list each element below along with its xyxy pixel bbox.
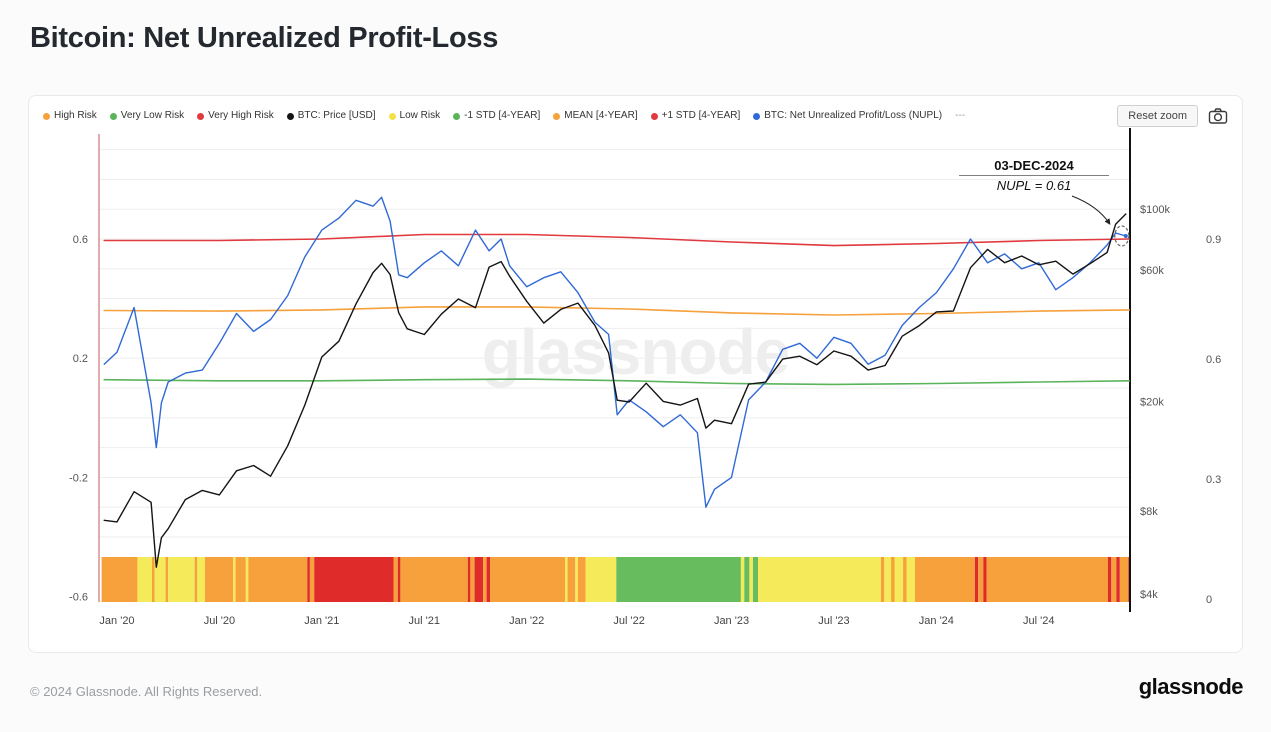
risk-axis-label: 0.6 <box>1206 354 1221 366</box>
annotation-callout: 03-DEC-2024 NUPL = 0.61 <box>959 158 1109 193</box>
legend-item-label: -1 STD [4-YEAR] <box>464 110 541 121</box>
annotation-arrow <box>1071 195 1111 225</box>
legend-item-label: High Risk <box>54 110 97 121</box>
price-axis-label: $60k <box>1140 265 1164 277</box>
page-title: Bitcoin: Net Unrealized Profit-Loss <box>30 22 499 54</box>
legend-marker-icon <box>43 112 50 120</box>
chart-plot-area[interactable]: 0.6 0.2 -0.2 -0.6 $100k $60k $20k $8k $4k 0.9 0.6 0… <box>30 122 1243 637</box>
last-nupl-point <box>1123 234 1128 238</box>
legend-item[interactable]: Very High Risk <box>197 111 274 121</box>
legend-marker-icon <box>553 112 561 120</box>
legend-item[interactable]: +1 STD [4-YEAR] <box>650 110 741 121</box>
price-axis-label: $20k <box>1140 396 1164 408</box>
legend-item[interactable]: Low Risk <box>388 110 441 121</box>
series-1-mean-4-year <box>103 306 1131 316</box>
x-axis-label: Jul '20 <box>204 615 235 627</box>
x-axis-label: Jan '22 <box>509 615 544 627</box>
screenshot-button[interactable] <box>1208 107 1228 125</box>
x-axis-label: Jan '24 <box>919 615 954 627</box>
series-3-btc-net-unrealized-profit-loss-nupl <box>103 196 1127 508</box>
x-axis-label: Jan '20 <box>99 615 134 627</box>
risk-axis-label: 0.9 <box>1206 234 1221 246</box>
price-axis-label: $100k <box>1140 204 1170 216</box>
x-axis-label: Jan '23 <box>714 615 749 627</box>
annotation-highlight-circle <box>1114 225 1130 247</box>
series-0-1-std-4-year <box>103 233 1131 247</box>
legend-item-label: BTC: Price [USD] <box>297 110 376 121</box>
chart-legend: High Risk Very Low Risk Very High Risk BTC:… <box>29 96 1242 128</box>
risk-heatmap-band <box>101 557 1131 602</box>
price-axis-label: $8k <box>1140 506 1158 518</box>
risk-axis-label: 0.3 <box>1206 474 1221 486</box>
nupl-axis-label: 0.6 <box>73 234 88 246</box>
legend-item[interactable]: MEAN [4-YEAR] <box>553 110 638 121</box>
footer-copyright: © 2024 Glassnode. All Rights Reserved. <box>30 684 263 699</box>
legend-item-label: Very Low Risk <box>120 110 185 121</box>
nupl-axis-label: -0.6 <box>69 592 88 604</box>
legend-overflow-dashes[interactable]: --- <box>955 111 965 121</box>
reset-zoom-button[interactable]: Reset zoom <box>1117 105 1198 127</box>
glassnode-logo: glassnode <box>1138 674 1244 699</box>
x-axis-label: Jan '21 <box>304 615 339 627</box>
x-axis-label: Jul '22 <box>613 615 644 627</box>
nupl-axis-label: -0.2 <box>69 472 88 484</box>
nupl-axis-label: 0.2 <box>73 353 88 365</box>
legend-marker-icon <box>753 112 761 120</box>
risk-axis-label: 0 <box>1206 594 1212 606</box>
legend-item-label: MEAN [4-YEAR] <box>564 110 638 121</box>
x-axis-label: Jul '24 <box>1023 615 1054 627</box>
legend-item-label: BTC: Net Unrealized Profit/Loss (NUPL) <box>764 110 943 121</box>
legend-item[interactable]: BTC: Price [USD] <box>286 110 376 121</box>
legend-item-label: Very High Risk <box>208 110 274 121</box>
camera-icon <box>1208 108 1228 124</box>
series-4-btc-price-usd <box>103 213 1127 568</box>
annotation-value: NUPL = 0.61 <box>996 178 1072 193</box>
annotation-date: 03-DEC-2024 <box>959 158 1109 176</box>
series-2-1-std-4-year <box>103 378 1131 386</box>
x-axis-label: Jul '23 <box>818 615 849 627</box>
legend-item[interactable]: Very Low Risk <box>109 110 185 121</box>
legend-item-label: --- <box>955 110 966 121</box>
chart-card: High Risk Very Low Risk Very High Risk BTC:… <box>28 95 1243 653</box>
legend-item[interactable]: -1 STD [4-YEAR] <box>453 111 540 121</box>
legend-item-label: Low Risk <box>399 110 441 121</box>
legend-marker-icon <box>286 112 294 120</box>
legend-item[interactable]: BTC: Net Unrealized Profit/Loss (NUPL) <box>753 111 942 121</box>
legend-marker-icon <box>197 112 205 120</box>
x-axis-label: Jul '21 <box>409 615 440 627</box>
legend-marker-icon <box>109 112 117 120</box>
legend-marker-icon <box>650 112 658 120</box>
glassnode-watermark: glassnode <box>481 315 791 388</box>
legend-item[interactable]: High Risk <box>43 111 97 121</box>
legend-marker-icon <box>453 112 461 120</box>
chart-legend-items: High Risk Very Low Risk Very High Risk BTC:… <box>43 111 965 121</box>
legend-item-label: +1 STD [4-YEAR] <box>661 110 741 121</box>
legend-marker-icon <box>388 112 396 120</box>
price-axis-label: $4k <box>1140 589 1158 601</box>
chart-controls: Reset zoom <box>1117 105 1228 127</box>
